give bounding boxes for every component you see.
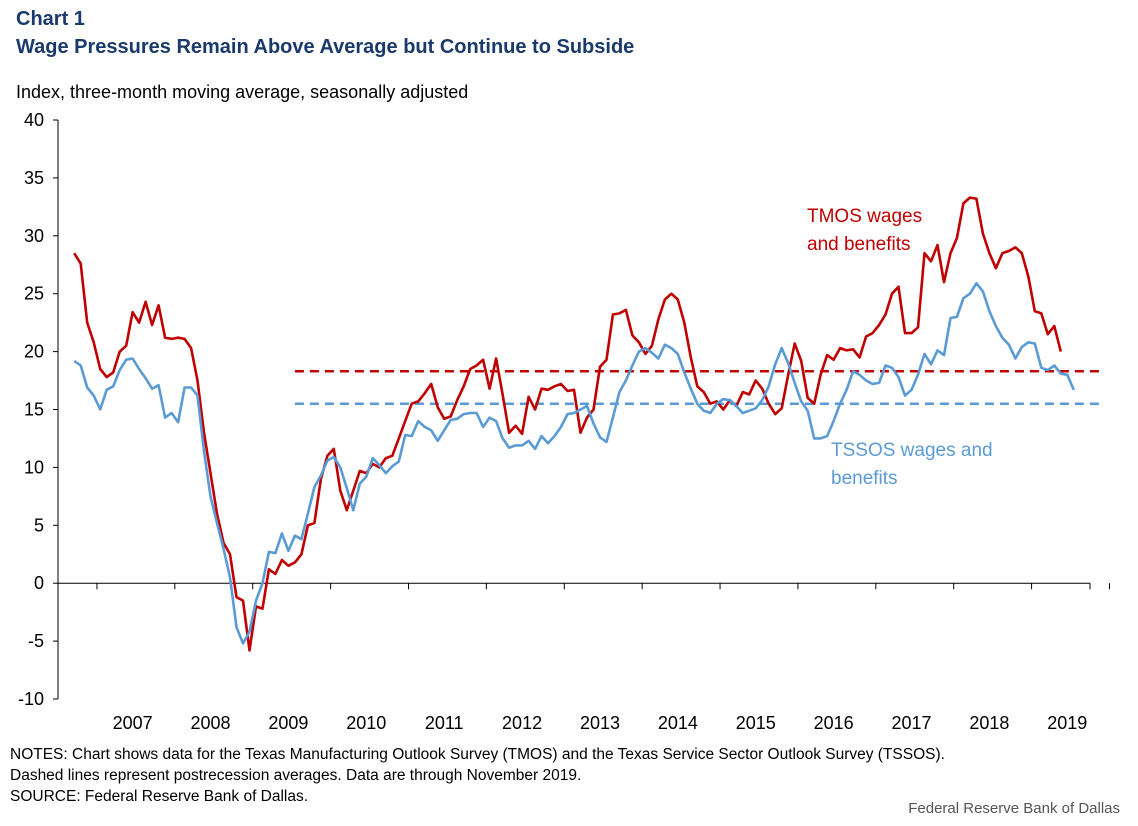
x-tick-label: 2019 [1047,713,1087,733]
y-tick-label: 20 [24,342,44,362]
x-tick-label: 2017 [891,713,931,733]
y-tick-label: -5 [28,631,44,651]
x-tick-label: 2012 [502,713,542,733]
y-tick-label: 5 [34,515,44,535]
x-tick-label: 2007 [113,713,153,733]
series-lines [73,196,1075,652]
notes-line-2: Dashed lines represent postrecession ave… [10,767,582,784]
source-line: SOURCE: Federal Reserve Bank of Dallas. [10,788,309,805]
y-tick-label: 10 [24,457,44,477]
chart-number: Chart 1 [16,8,85,30]
y-tick-label: 40 [24,110,44,130]
y-tick-label: 35 [24,168,44,188]
y-axis-label: Index, three-month moving average, seaso… [16,82,469,102]
credit-line: Federal Reserve Bank of Dallas [908,800,1120,817]
series-label: benefits [831,468,898,489]
series-label: TSSOS wages and [831,440,993,461]
x-tick-label: 2008 [191,713,231,733]
axes: -10 -5 0 5 10 15 20 25 30 35 40 2007 2008 2009 2010 201… [18,110,1110,733]
x-tick-label: 2013 [580,713,620,733]
series-line [73,196,1063,652]
y-tick-label: 25 [24,284,44,304]
chart-notes: NOTES: Chart shows data for the Texas Ma… [10,744,945,807]
y-tick-label: 30 [24,226,44,246]
x-tick-label: 2010 [346,713,386,733]
chart-title: Wage Pressures Remain Above Average but … [16,36,635,58]
y-tick-label: -10 [18,689,44,709]
x-tick-label: 2018 [969,713,1009,733]
x-tick-label: 2011 [425,713,464,733]
series-labels: TMOS wages and benefits TSSOS wages and ben… [807,206,993,489]
x-tick-label: 2014 [658,713,698,733]
y-tick-label: 15 [24,400,44,420]
notes-line-1: NOTES: Chart shows data for the Texas Ma… [10,746,945,763]
series-label: and benefits [807,234,911,255]
x-tick-label: 2015 [736,713,776,733]
x-tick-label: 2016 [814,713,854,733]
x-tick-label: 2009 [268,713,308,733]
series-line [73,281,1075,645]
y-tick-label: 0 [34,573,44,593]
series-label: TMOS wages [807,206,922,227]
